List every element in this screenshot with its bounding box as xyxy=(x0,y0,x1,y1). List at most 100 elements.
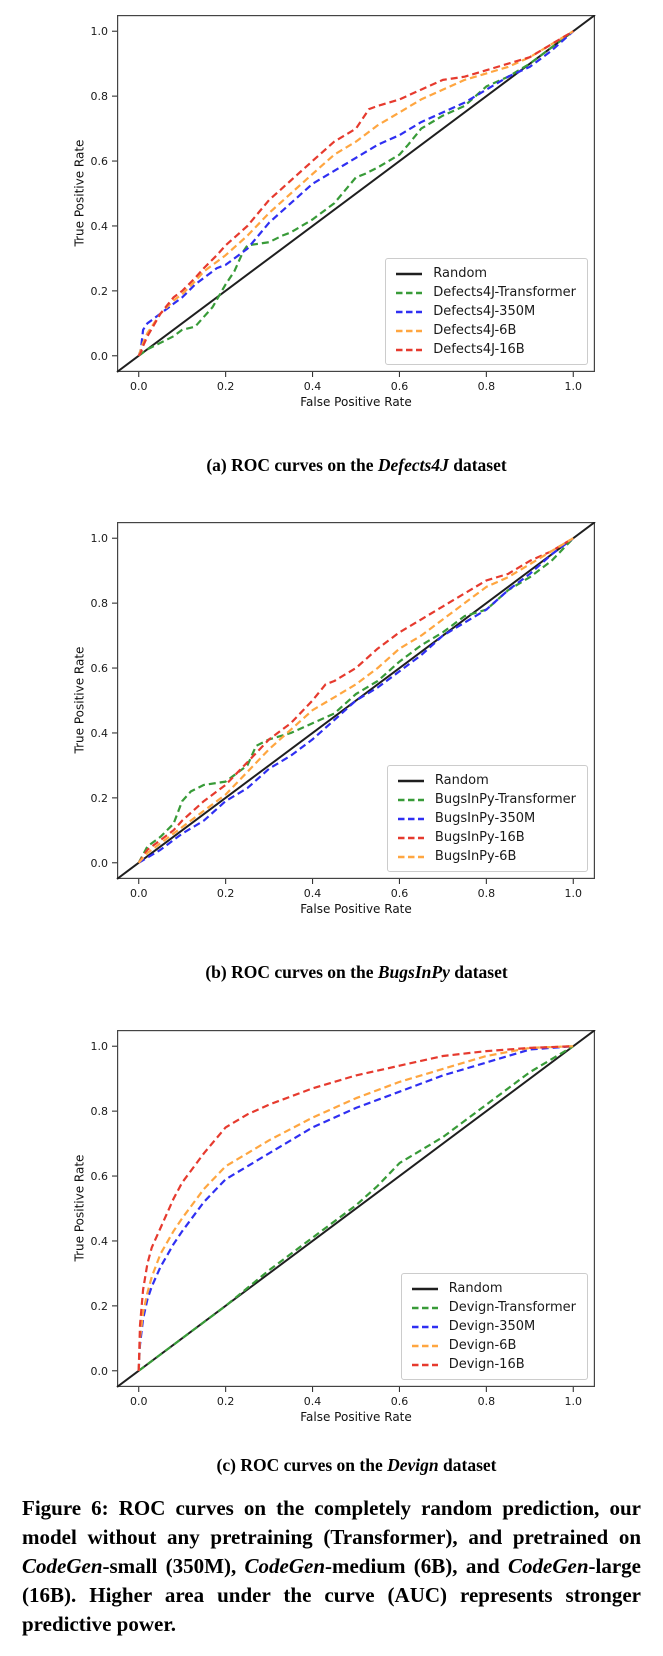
y-tick-label: 0.2 xyxy=(91,285,109,298)
legend: Random Devign-Transformer Devign-350M De… xyxy=(400,1273,588,1380)
y-tick-label: 1.0 xyxy=(91,1040,109,1053)
figure-caption-text: -large (16B). Higher area under the curv… xyxy=(22,1554,641,1636)
dashed-line-swatch-icon xyxy=(397,836,424,839)
y-tick-label: 0.6 xyxy=(91,662,109,675)
x-tick-label: 0.8 xyxy=(478,380,496,393)
legend-item-defects4j-16b: Defects4J-16B xyxy=(395,340,576,359)
legend-label: Random xyxy=(448,1281,503,1296)
dashed-line-swatch-icon xyxy=(396,329,423,332)
legend-label: BugsInPy-6B xyxy=(434,849,517,864)
subcaption-text: (b) ROC curves on the xyxy=(205,962,378,982)
legend-label: Defects4J-Transformer xyxy=(433,285,576,300)
legend-item-defects4j-transformer: Defects4J-Transformer xyxy=(395,283,576,302)
dashed-line-swatch-icon xyxy=(397,855,424,858)
x-tick-label: 0.8 xyxy=(478,1395,496,1408)
y-tick-label: 0.0 xyxy=(91,350,109,363)
plot-border xyxy=(116,15,595,372)
dashed-line-swatch-icon xyxy=(411,1363,438,1366)
y-tick-label: 0.6 xyxy=(91,1170,109,1183)
legend-label: Defects4J-16B xyxy=(433,342,525,357)
y-tick-label: 0.2 xyxy=(91,792,109,805)
legend-label: BugsInPy-16B xyxy=(434,830,525,845)
legend-item-bugsinpy-16b: BugsInPy-16B xyxy=(397,828,576,847)
solid-line-swatch-icon xyxy=(396,272,423,275)
legend-item-random: Random xyxy=(397,771,576,790)
series-bugsinpy-16b xyxy=(137,537,574,864)
y-tick-label: 0.8 xyxy=(91,597,109,610)
x-tick-label: 0.2 xyxy=(217,1395,235,1408)
y-tick-label: 0.0 xyxy=(91,1365,109,1378)
codegen-italic: CodeGen xyxy=(22,1554,103,1578)
y-tick-label: 1.0 xyxy=(91,532,109,545)
legend-item-devign-6b: Devign-6B xyxy=(411,1336,576,1355)
x-tick-label: 1.0 xyxy=(565,380,583,393)
dashed-line-swatch-icon xyxy=(397,798,424,801)
dashed-line-swatch-icon xyxy=(411,1325,438,1328)
dashed-line-swatch-icon xyxy=(411,1344,438,1347)
roc-chart-defects4j: 0.0 0.2 0.4 0.6 0.8 1.0 0.0 0.2 0.4 0.6 0.8 1.0 Tru… xyxy=(0,15,663,415)
series-devign-6b xyxy=(137,1045,574,1371)
series-devign-350m xyxy=(137,1045,574,1371)
x-tick-label: 0.4 xyxy=(304,380,322,393)
subcaption-b: (b) ROC curves on the BugsInPy dataset xyxy=(25,962,663,983)
solid-line-swatch-icon xyxy=(411,1287,438,1290)
roc-plot-canvas-bugsinpy: 0.0 0.2 0.4 0.6 0.8 1.0 0.0 0.2 0.4 0.6 0.8 1.0 xyxy=(91,522,596,900)
x-tick-label: 1.0 xyxy=(565,887,583,900)
x-tick-label: 0.4 xyxy=(304,1395,322,1408)
series-bugsinpy-6b xyxy=(137,537,574,864)
dashed-line-swatch-icon xyxy=(396,291,423,294)
x-tick-label: 0.0 xyxy=(130,887,148,900)
x-axis-label: False Positive Rate xyxy=(300,395,412,409)
series-defects4j-16b xyxy=(137,30,574,357)
solid-line-swatch-icon xyxy=(397,779,424,782)
x-tick-label: 0.2 xyxy=(217,887,235,900)
x-tick-label: 1.0 xyxy=(565,1395,583,1408)
series-defects4j-350m xyxy=(137,30,575,357)
y-tick-label: 0.2 xyxy=(91,1300,109,1313)
legend-label: Devign-Transformer xyxy=(448,1300,576,1315)
series-devign-16b xyxy=(137,1045,574,1371)
y-tick-label: 0.4 xyxy=(91,727,109,740)
subcaption-text: (a) ROC curves on the xyxy=(206,455,378,475)
legend-label: BugsInPy-350M xyxy=(434,811,536,826)
legend-label: Defects4J-6B xyxy=(433,323,517,338)
figure-caption-text: -small (350M), xyxy=(102,1554,245,1578)
roc-chart-bugsinpy: 0.0 0.2 0.4 0.6 0.8 1.0 0.0 0.2 0.4 0.6 0.8 1.0 Tru… xyxy=(0,522,663,922)
series-defects4j-transformer xyxy=(138,30,574,357)
series-devign-transformer xyxy=(138,1045,574,1372)
subcaption-c: (c) ROC curves on the Devign dataset xyxy=(25,1455,663,1476)
series-defects4j-6b xyxy=(137,30,574,357)
legend-item-devign-16b: Devign-16B xyxy=(411,1355,576,1374)
x-axis-label: False Positive Rate xyxy=(300,902,412,916)
y-tick-label: 0.8 xyxy=(91,1105,109,1118)
y-tick-label: 0.6 xyxy=(91,155,109,168)
y-tick-label: 0.4 xyxy=(91,220,109,233)
legend-label: Random xyxy=(433,266,488,281)
legend-label: Devign-350M xyxy=(448,1319,536,1334)
series-random xyxy=(116,15,596,373)
dashed-line-swatch-icon xyxy=(396,348,423,351)
legend-label: Defects4J-350M xyxy=(433,304,536,319)
x-tick-label: 0.0 xyxy=(130,1395,148,1408)
x-tick-label: 0.2 xyxy=(217,380,235,393)
y-tick-label: 1.0 xyxy=(91,25,109,38)
legend-item-devign-transformer: Devign-Transformer xyxy=(411,1298,576,1317)
dashed-line-swatch-icon xyxy=(411,1306,438,1309)
y-tick-label: 0.4 xyxy=(91,1235,109,1248)
codegen-italic: CodeGen xyxy=(244,1554,326,1578)
plot-border xyxy=(116,1030,595,1387)
roc-plot-canvas-defects4j: 0.0 0.2 0.4 0.6 0.8 1.0 0.0 0.2 0.4 0.6 0.8 1.0 xyxy=(91,15,596,393)
series-random xyxy=(116,522,596,880)
subcaption-text: dataset xyxy=(438,1455,497,1475)
plot-border xyxy=(116,522,595,879)
x-tick-label: 0.6 xyxy=(391,380,409,393)
legend-item-bugsinpy-350m: BugsInPy-350M xyxy=(397,809,576,828)
x-axis-label: False Positive Rate xyxy=(300,1410,412,1424)
roc-plot-canvas-devign: 0.0 0.2 0.4 0.6 0.8 1.0 0.0 0.2 0.4 0.6 0.8 1.0 xyxy=(91,1030,596,1408)
legend-item-bugsinpy-6b: BugsInPy-6B xyxy=(397,847,576,866)
legend: Random Defects4J-Transformer Defects4J-3… xyxy=(385,258,588,365)
legend: Random BugsInPy-Transformer BugsInPy-350… xyxy=(386,765,588,872)
figure-caption-text: -medium (6B), and xyxy=(325,1554,509,1578)
x-tick-label: 0.0 xyxy=(130,380,148,393)
